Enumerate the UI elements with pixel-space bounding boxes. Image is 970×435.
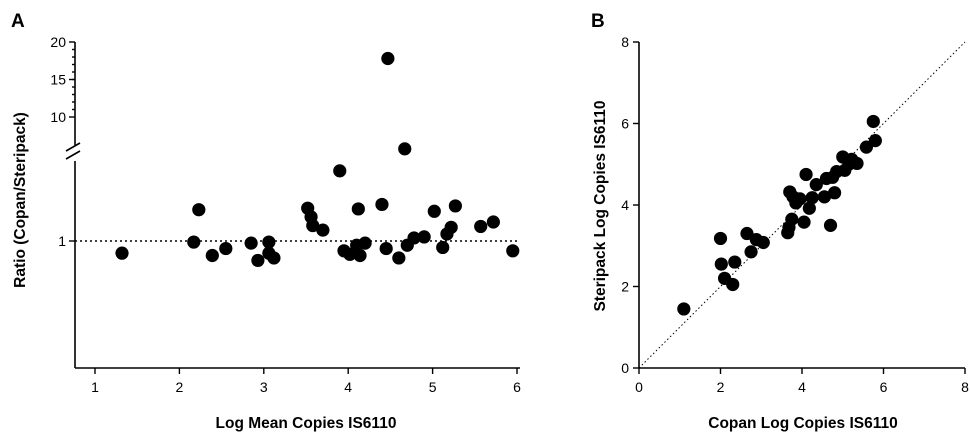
panel-b-y-tick-label: 4 bbox=[621, 197, 629, 213]
panel-a-x-axis-title: Log Mean Copies IS6110 bbox=[216, 415, 397, 432]
panel-b-data-point bbox=[850, 156, 864, 171]
panel-a-y-tick-label: 10 bbox=[50, 109, 66, 125]
panel-a-data-point bbox=[262, 235, 276, 249]
panel-a-x-tick-label: 1 bbox=[91, 379, 99, 395]
panel-b-data-point bbox=[809, 178, 823, 192]
panel-a-data-point bbox=[115, 246, 129, 260]
panel-b-data-point bbox=[868, 134, 882, 148]
panel-a-data-point bbox=[398, 142, 412, 156]
panel-a-data-point bbox=[351, 202, 365, 216]
panel-a-y-tick-label: 20 bbox=[50, 34, 66, 50]
panel-b-identity-line bbox=[638, 41, 966, 369]
panel-a-x-tick-label: 5 bbox=[429, 379, 437, 395]
panel-b-data-point bbox=[728, 255, 742, 269]
panel-b-data-point bbox=[744, 245, 758, 259]
panel-b-data-point bbox=[805, 191, 819, 205]
panel-a-data-point bbox=[353, 248, 367, 263]
panel-b-data-point bbox=[866, 114, 880, 129]
panel-a-data-point bbox=[506, 244, 520, 258]
panel-b-x-axis-title: Copan Log Copies IS6110 bbox=[708, 415, 898, 432]
panel-b-x-tick-label: 0 bbox=[635, 379, 643, 395]
panel-b-x-tick-label: 8 bbox=[961, 379, 969, 395]
panel-a-data-point bbox=[379, 241, 393, 256]
panel-a-data-point bbox=[427, 204, 441, 218]
panel-a-data-point bbox=[343, 247, 357, 261]
panel-a-data-point bbox=[407, 231, 421, 245]
panel-a-scatter: A Log Mean Copies IS6110 Ratio (Copan/St… bbox=[11, 11, 521, 432]
panel-a-data-point bbox=[392, 251, 406, 265]
panel-a-data-point bbox=[267, 251, 281, 265]
panel-b-data-point bbox=[785, 212, 799, 226]
panel-b-data-point bbox=[802, 201, 816, 215]
panel-a-letter: A bbox=[11, 11, 25, 32]
panel-a-data-point bbox=[448, 199, 462, 213]
panel-b-data-point bbox=[740, 226, 754, 241]
panel-a-data-point bbox=[251, 253, 265, 268]
panel-b-data-point bbox=[713, 231, 728, 246]
panel-a-y-tick-label: 15 bbox=[50, 72, 66, 88]
panel-b-y-tick-label: 0 bbox=[621, 360, 629, 376]
panel-a-data-point bbox=[474, 219, 488, 234]
panel-b-x-tick-label: 6 bbox=[880, 379, 888, 395]
panel-a-x-tick-label: 4 bbox=[344, 379, 352, 395]
panel-a-data-point bbox=[444, 220, 458, 234]
panel-a-data-point bbox=[244, 236, 258, 250]
panel-b-y-tick-label: 8 bbox=[621, 34, 629, 50]
panel-a-data-point bbox=[333, 164, 347, 178]
panel-b-data-point bbox=[756, 235, 770, 250]
panel-a-data-point bbox=[316, 223, 330, 237]
panel-b-scatter: B Copan Log Copies IS6110 Steripack Log … bbox=[591, 11, 969, 432]
panel-b-y-axis-title: Steripack Log Copies IS6110 bbox=[592, 100, 609, 311]
panel-b-data-point bbox=[793, 192, 807, 206]
panel-a-data-point bbox=[205, 248, 219, 263]
panel-a-x-tick-label: 3 bbox=[260, 379, 268, 395]
panel-b-data-point bbox=[823, 218, 838, 232]
panel-b-data-point bbox=[797, 215, 811, 229]
panel-a-axis-break-mark bbox=[65, 150, 81, 160]
panel-a-data-point bbox=[486, 215, 500, 229]
panel-a-data-point bbox=[192, 203, 206, 217]
panel-b-data-point bbox=[726, 277, 740, 292]
panel-a-data-point bbox=[436, 240, 450, 255]
panel-b-x-tick-label: 4 bbox=[798, 379, 806, 395]
panel-a-data-point bbox=[375, 197, 389, 212]
panel-a-y-tick-label: 1 bbox=[58, 233, 66, 249]
panel-a-data-point bbox=[219, 241, 233, 256]
panel-b-data-point bbox=[817, 190, 832, 204]
panel-a-data-point bbox=[306, 218, 320, 233]
panel-a-data-point bbox=[358, 236, 372, 250]
panel-a-data-point bbox=[381, 51, 395, 66]
panel-b-data-point bbox=[828, 186, 842, 200]
panel-a-x-tick-label: 2 bbox=[176, 379, 184, 395]
panel-a-data-point bbox=[417, 230, 431, 244]
panel-a-x-tick-label: 6 bbox=[513, 379, 521, 395]
panel-a-axis-break-mark bbox=[65, 142, 81, 152]
panel-b-data-point bbox=[677, 302, 691, 316]
panel-b-y-tick-label: 6 bbox=[621, 116, 629, 132]
panel-b-y-tick-label: 2 bbox=[621, 279, 629, 295]
panel-b-x-tick-label: 2 bbox=[717, 379, 725, 395]
panel-a-data-point bbox=[187, 235, 201, 249]
panel-b-data-point bbox=[799, 167, 813, 182]
panel-b-data-point bbox=[714, 257, 728, 271]
panel-a-y-axis-title: Ratio (Copan/Steripack) bbox=[12, 112, 29, 288]
panel-b-letter: B bbox=[591, 11, 605, 32]
